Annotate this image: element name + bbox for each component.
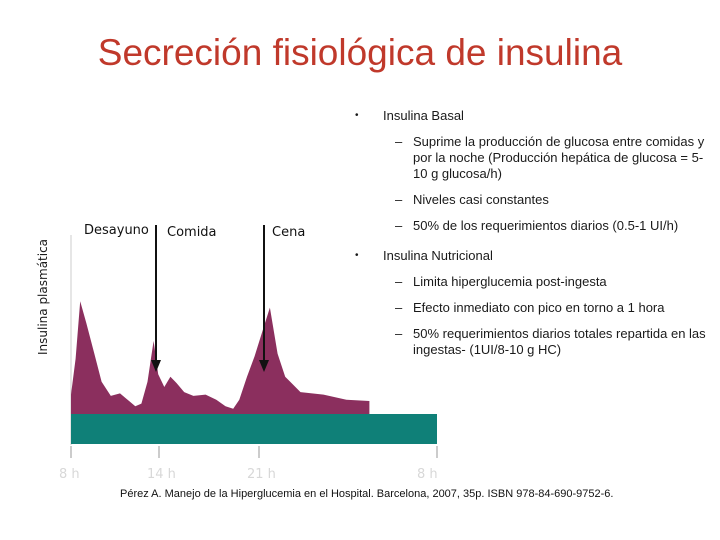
bullet-dot: • bbox=[355, 250, 359, 261]
sub-bullet-text: 50% requerimientos diarios totales repar… bbox=[413, 326, 706, 357]
sub-bullet: – 50% requerimientos diarios totales rep… bbox=[395, 326, 706, 357]
x-axis-ticks: 8 h 14 h 21 h 8 h bbox=[59, 446, 438, 482]
basal-insulin-band bbox=[71, 414, 437, 444]
page-title: Secreción fisiológica de insulina bbox=[97, 32, 623, 73]
sub-bullet-text: Limita hiperglucemia post-ingesta bbox=[413, 274, 607, 289]
sub-bullet-text: Suprime la producción de glucosa entre c… bbox=[413, 134, 705, 181]
sub-bullet: – Niveles casi constantes bbox=[395, 192, 549, 207]
insulin-curve-area bbox=[71, 301, 370, 414]
sub-bullet-text: 50% de los requerimientos diarios (0.5-1… bbox=[413, 218, 679, 233]
citation: Pérez A. Manejo de la Hiperglucemia en e… bbox=[120, 488, 614, 500]
bullet-list: • Insulina Basal – Suprime la producción… bbox=[355, 108, 715, 368]
sub-bullet: – Efecto inmediato con pico en torno a 1… bbox=[395, 300, 665, 315]
bullet-basal-title: Insulina Basal bbox=[383, 108, 464, 123]
meal-arrow-head bbox=[151, 360, 161, 372]
meal-label: Desayuno bbox=[84, 223, 149, 238]
bullet-nutritional-title: Insulina Nutricional bbox=[383, 248, 493, 263]
x-tick-label: 8 h bbox=[59, 467, 80, 482]
bullet-dot: • bbox=[355, 110, 359, 121]
sub-bullet-text: Efecto inmediato con pico en torno a 1 h… bbox=[413, 300, 665, 315]
sub-bullet: – Limita hiperglucemia post-ingesta bbox=[395, 274, 607, 289]
x-tick-label: 21 h bbox=[247, 467, 276, 482]
bullet-basal: • Insulina Basal bbox=[355, 108, 715, 124]
x-tick-label: 8 h bbox=[417, 467, 438, 482]
meal-markers: Desayuno Comida Cena bbox=[84, 223, 305, 372]
x-tick-label: 14 h bbox=[147, 467, 176, 482]
y-axis-label: Insulina plasmática bbox=[36, 239, 50, 355]
sub-bullet: – Suprime la producción de glucosa entre… bbox=[395, 134, 705, 181]
meal-label: Cena bbox=[272, 225, 305, 240]
meal-arrow-head bbox=[259, 360, 269, 372]
meal-label: Comida bbox=[167, 225, 217, 240]
sub-bullet-text: Niveles casi constantes bbox=[413, 192, 549, 207]
bullet-nutritional: • Insulina Nutricional bbox=[355, 248, 715, 264]
sub-bullet: – 50% de los requerimientos diarios (0.5… bbox=[395, 218, 679, 233]
